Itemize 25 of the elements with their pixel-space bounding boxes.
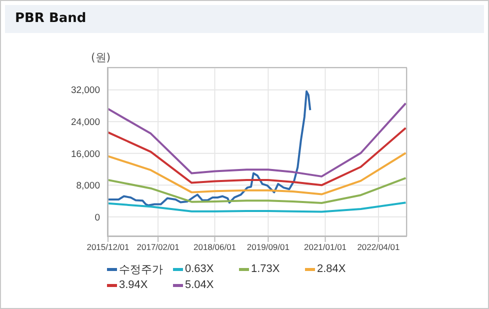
legend-label: 3.94X xyxy=(119,279,148,291)
x-tick-label: 2017/02/01 xyxy=(136,242,180,252)
line-series xyxy=(108,152,407,196)
y-tick-label: 8,000 xyxy=(76,180,100,192)
legend-label: 1.73X xyxy=(251,263,280,275)
y-tick-label: 24,000 xyxy=(70,116,100,128)
y-tick-label: 0 xyxy=(94,212,100,224)
x-tick-label: 2015/12/01 xyxy=(86,242,130,252)
line-series xyxy=(108,202,407,213)
y-axis-title: (원) xyxy=(91,51,111,64)
chart-title: PBR Band xyxy=(15,11,86,26)
line-series xyxy=(108,126,407,186)
legend-label: 0.63X xyxy=(185,263,214,275)
legend-label: 수정주가 xyxy=(119,262,163,276)
x-tick-label: 2019/09/01 xyxy=(246,242,290,252)
y-tick-label: 32,000 xyxy=(70,85,100,96)
line-series xyxy=(108,90,312,206)
y-tick-label: 16,000 xyxy=(70,148,100,160)
x-tick-label: 2021/01/01 xyxy=(304,242,347,252)
legend-label: 2.84X xyxy=(317,263,346,275)
line-series xyxy=(108,177,407,204)
x-tick-label: 2022/04/01 xyxy=(357,242,400,252)
legend-label: 5.04X xyxy=(185,279,214,291)
line-series xyxy=(108,102,407,178)
x-tick-label: 2018/06/01 xyxy=(193,242,236,252)
